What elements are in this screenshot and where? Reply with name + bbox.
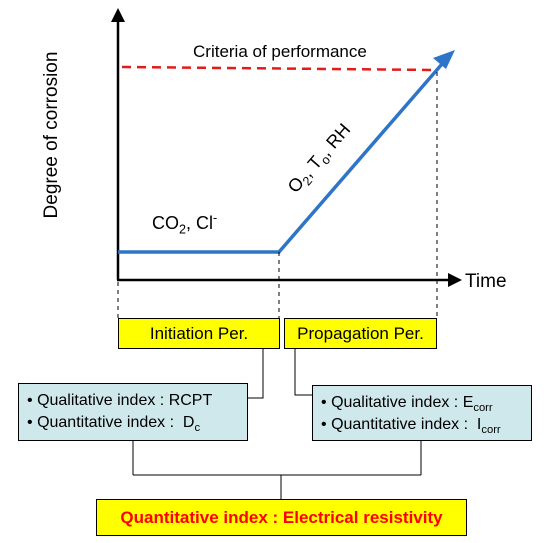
co-text: CO <box>152 213 179 233</box>
bullet: • <box>321 394 327 411</box>
criteria-label: Criteria of performance <box>193 42 367 61</box>
bullet: • <box>321 415 327 433</box>
propagation-period-label: Propagation Per. <box>297 323 424 343</box>
icorr-subscript: corr <box>481 423 501 436</box>
dc-subscript: c <box>194 421 201 434</box>
propagation-period-box: Propagation Per. <box>284 318 437 349</box>
curve-arrowhead <box>433 50 455 69</box>
cl-superscript: - <box>213 211 218 226</box>
criteria-line <box>121 65 438 72</box>
propagation-index-box: • Qualitative index : Ecorr • Quantitati… <box>312 385 532 441</box>
propagation-quantitative-line: • Quantitative index : Icorr <box>321 414 531 436</box>
connector-initiation <box>248 349 264 399</box>
initiation-quantitative-text: Quantitative index : D <box>37 413 195 431</box>
bullet: • <box>27 392 33 409</box>
initiation-qualitative-line: • Qualitative index : RCPT <box>27 390 247 412</box>
initiation-period-box: Initiation Per. <box>118 318 280 349</box>
co2-subscript: 2 <box>179 222 187 237</box>
propagation-quantitative-text: Quantitative index : I <box>331 415 482 433</box>
bullet: • <box>27 413 33 431</box>
initiation-quantitative-line: • Quantitative index : Dc <box>27 412 247 434</box>
y-axis-label: Degree of corrosion <box>41 51 62 219</box>
ecorr-subscript: corr <box>473 401 493 414</box>
y-axis-arrowhead <box>111 8 125 22</box>
initiation-qualitative-text: Qualitative index : RCPT <box>37 392 213 409</box>
propagation-qualitative-text: Qualitative index : E <box>331 394 474 411</box>
final-index-box: Quantitative index : Electrical resistiv… <box>96 499 467 536</box>
connector-propagation <box>294 349 312 396</box>
initiation-agents-label: CO2, Cl- <box>152 211 218 236</box>
cl-text: , Cl <box>186 213 214 233</box>
propagation-qualitative-line: • Qualitative index : Ecorr <box>321 392 531 414</box>
x-axis-arrowhead <box>448 273 462 287</box>
final-index-label: Quantitative index : Electrical resistiv… <box>120 507 443 527</box>
x-axis-label: Time <box>465 271 507 292</box>
initiation-period-label: Initiation Per. <box>149 323 249 343</box>
initiation-index-box: • Qualitative index : RCPT • Quantitativ… <box>18 383 248 441</box>
